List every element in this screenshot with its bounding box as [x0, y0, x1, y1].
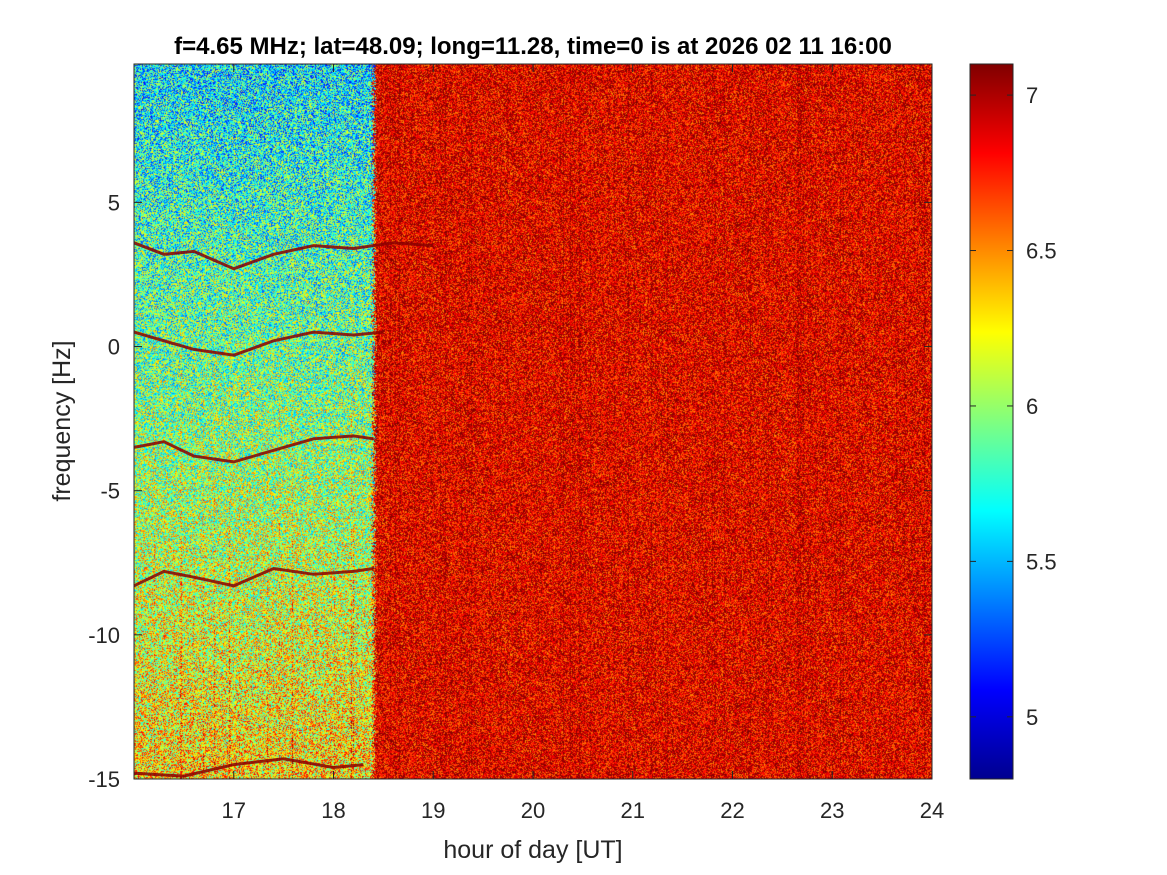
x-tick-label: 21 — [621, 798, 645, 823]
x-tick-label: 19 — [421, 798, 445, 823]
x-tick-label: 23 — [820, 798, 844, 823]
colorbar: 7 6.5 6 5.5 5 — [969, 63, 1057, 780]
colorbar-tick-label: 5 — [1026, 705, 1038, 730]
colorbar-ticks: 7 6.5 6 5.5 5 — [970, 83, 1057, 730]
x-axis: 17 18 19 20 21 22 23 24 — [222, 64, 944, 823]
y-tick-label: 0 — [108, 335, 120, 360]
colorbar-frame — [969, 63, 1014, 780]
x-tick-label: 20 — [521, 798, 545, 823]
x-axis-label: hour of day [UT] — [443, 836, 622, 864]
signal-trace-4 — [133, 566, 374, 588]
x-tick-label: 18 — [321, 798, 345, 823]
y-axis: 5 0 -5 -10 -15 — [88, 190, 932, 792]
signal-traces — [133, 241, 434, 778]
y-axis-label: frequency [Hz] — [48, 340, 76, 501]
signal-trace-2 — [133, 330, 384, 357]
x-tick-label: 17 — [222, 798, 246, 823]
chart-title: f=4.65 MHz; lat=48.09; long=11.28, time=… — [174, 33, 892, 60]
y-tick-label: 5 — [108, 190, 120, 215]
spectrogram-heatmap — [134, 64, 932, 779]
colorbar-tick-label: 6.5 — [1026, 239, 1057, 264]
x-tick-label: 22 — [720, 798, 744, 823]
x-tick-label: 24 — [920, 798, 944, 823]
signal-trace-3 — [133, 434, 374, 464]
colorbar-tick-label: 5.5 — [1026, 549, 1057, 574]
colorbar-gradient — [970, 64, 1013, 779]
colorbar-tick-label: 7 — [1026, 83, 1038, 108]
signal-trace-1 — [133, 241, 434, 271]
spectrogram-plot-area — [133, 63, 933, 780]
signal-trace-5 — [133, 757, 364, 778]
y-tick-label: -15 — [88, 767, 120, 792]
y-tick-label: -10 — [88, 623, 120, 648]
y-tick-label: -5 — [100, 479, 120, 504]
colorbar-tick-label: 6 — [1026, 394, 1038, 419]
